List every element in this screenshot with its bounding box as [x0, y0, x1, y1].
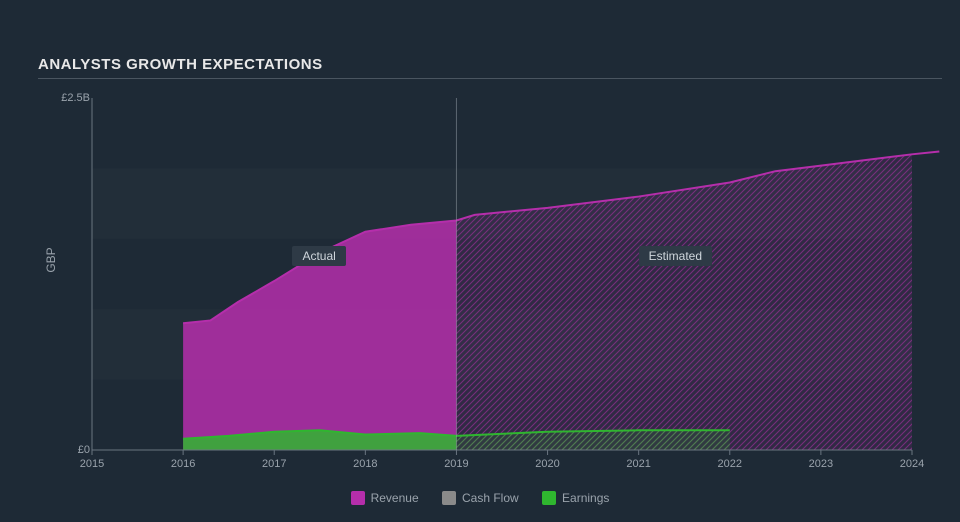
y-tick: £0	[56, 444, 90, 456]
x-tick: 2021	[619, 458, 659, 470]
x-tick: 2019	[436, 458, 476, 470]
legend-label-cashflow: Cash Flow	[462, 491, 519, 505]
legend-label-revenue: Revenue	[371, 491, 419, 505]
title-rule	[38, 78, 942, 79]
y-tick: £2.5B	[56, 92, 90, 104]
y-axis-label: GBP	[44, 247, 58, 272]
x-tick: 2015	[72, 458, 112, 470]
legend-swatch-revenue	[351, 491, 365, 505]
legend: Revenue Cash Flow Earnings	[0, 491, 960, 508]
x-tick: 2022	[710, 458, 750, 470]
legend-item-revenue: Revenue	[351, 491, 419, 505]
legend-item-earnings: Earnings	[542, 491, 609, 505]
x-tick: 2024	[892, 458, 932, 470]
x-tick: 2017	[254, 458, 294, 470]
x-tick: 2020	[528, 458, 568, 470]
legend-swatch-earnings	[542, 491, 556, 505]
chart-title: ANALYSTS GROWTH EXPECTATIONS	[38, 56, 323, 73]
x-tick: 2016	[163, 458, 203, 470]
x-tick: 2023	[801, 458, 841, 470]
legend-label-earnings: Earnings	[562, 491, 609, 505]
plot-area	[92, 98, 912, 450]
legend-item-cashflow: Cash Flow	[442, 491, 519, 505]
chart-svg	[92, 98, 912, 450]
x-tick: 2018	[345, 458, 385, 470]
legend-swatch-cashflow	[442, 491, 456, 505]
